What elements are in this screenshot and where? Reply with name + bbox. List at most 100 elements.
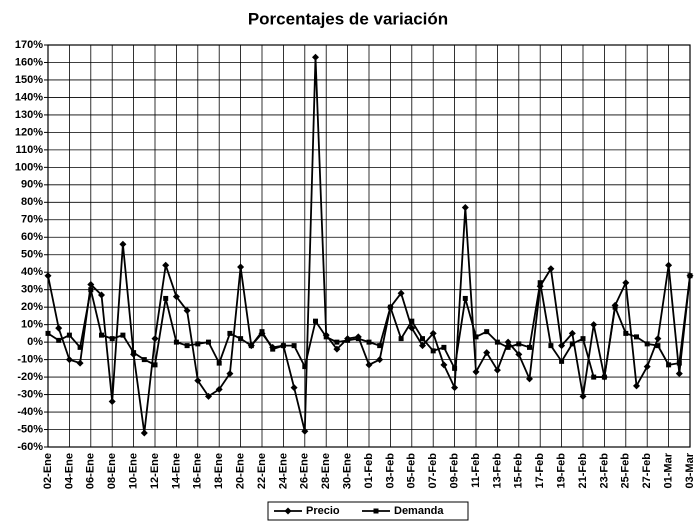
marker	[601, 374, 607, 380]
marker	[45, 330, 51, 336]
x-tick-label: 21-Feb	[577, 453, 589, 489]
marker	[441, 344, 447, 350]
marker	[98, 291, 105, 299]
marker	[365, 361, 373, 369]
marker	[162, 261, 170, 269]
x-tick-label: 13-Feb	[491, 453, 503, 489]
marker	[430, 348, 436, 354]
y-tick-label: 160%	[15, 56, 43, 68]
y-tick-label: 50%	[21, 249, 43, 261]
marker	[644, 341, 650, 347]
marker	[537, 280, 543, 286]
marker	[237, 263, 245, 271]
marker	[451, 384, 459, 392]
y-tick-label: -60%	[17, 441, 43, 453]
x-tick-label: 23-Feb	[598, 453, 610, 489]
y-tick-label: 70%	[21, 214, 43, 226]
marker	[579, 392, 587, 400]
legend: Precio Demanda	[267, 501, 469, 521]
marker	[140, 429, 148, 437]
marker	[377, 343, 383, 349]
marker	[66, 332, 72, 338]
marker	[284, 507, 292, 515]
y-tick-label: 60%	[21, 231, 43, 243]
marker	[76, 359, 84, 367]
marker	[484, 329, 490, 335]
marker	[515, 350, 523, 358]
marker	[569, 341, 575, 347]
marker	[473, 334, 479, 340]
x-tick-label: 12-Ene	[149, 453, 161, 489]
y-tick-label: 0%	[27, 336, 43, 348]
marker	[355, 336, 361, 342]
y-tick-label: 130%	[15, 109, 43, 121]
marker	[643, 363, 651, 371]
x-tick-label: 27-Feb	[641, 453, 653, 489]
marker	[109, 336, 115, 342]
x-tick-label: 19-Feb	[556, 453, 568, 489]
marker	[291, 343, 297, 349]
y-tick-label: 120%	[15, 126, 43, 138]
marker	[429, 329, 437, 337]
marker	[152, 362, 158, 368]
marker	[302, 364, 308, 370]
y-tick-label: 100%	[15, 161, 43, 173]
marker	[675, 370, 683, 378]
marker	[622, 279, 630, 287]
marker	[373, 508, 379, 514]
y-tick-label: 40%	[21, 266, 43, 278]
marker	[206, 339, 211, 345]
marker	[333, 345, 341, 353]
marker	[77, 344, 83, 350]
y-tick-label: 110%	[15, 144, 43, 156]
marker	[345, 337, 351, 343]
y-tick-label: -10%	[17, 354, 43, 366]
x-tick-label: 08-Ene	[106, 453, 118, 489]
marker	[591, 374, 597, 380]
marker	[184, 343, 190, 349]
marker	[666, 362, 672, 368]
marker	[120, 332, 126, 338]
marker	[87, 280, 95, 288]
marker	[398, 336, 404, 342]
x-tick-label: 14-Ene	[170, 453, 182, 489]
marker	[440, 361, 448, 369]
legend-label: Precio	[306, 505, 340, 517]
marker	[547, 265, 555, 273]
marker	[493, 366, 501, 374]
marker	[205, 392, 212, 400]
marker	[472, 368, 480, 376]
marker	[623, 330, 629, 336]
marker	[548, 343, 554, 349]
marker	[409, 318, 415, 324]
marker	[366, 339, 372, 345]
marker	[527, 344, 532, 350]
marker	[387, 304, 393, 310]
y-tick-label: -20%	[17, 371, 43, 383]
marker	[420, 336, 425, 342]
chart-title: Porcentajes de variación	[248, 9, 448, 28]
x-tick-label: 05-Feb	[406, 453, 418, 489]
y-tick-label: -40%	[17, 406, 43, 418]
marker	[313, 318, 318, 324]
marker	[676, 360, 682, 366]
marker	[131, 350, 137, 356]
marker	[88, 287, 94, 293]
marker	[483, 349, 491, 357]
plot-border	[47, 44, 691, 448]
x-tick-label: 17-Feb	[534, 453, 546, 489]
marker	[462, 295, 468, 301]
marker	[99, 332, 104, 338]
marker	[227, 330, 233, 336]
x-tick-label: 09-Feb	[449, 453, 461, 489]
marker	[558, 342, 566, 350]
marker	[494, 339, 500, 345]
marker	[290, 384, 298, 392]
x-tick-label: 30-Ene	[342, 453, 354, 489]
marker	[248, 343, 254, 349]
y-tick-label: 30%	[21, 284, 43, 296]
x-tick-label: 16-Ene	[192, 453, 204, 489]
x-tick-label: 06-Ene	[85, 453, 97, 489]
y-tick-label: -30%	[17, 388, 43, 400]
